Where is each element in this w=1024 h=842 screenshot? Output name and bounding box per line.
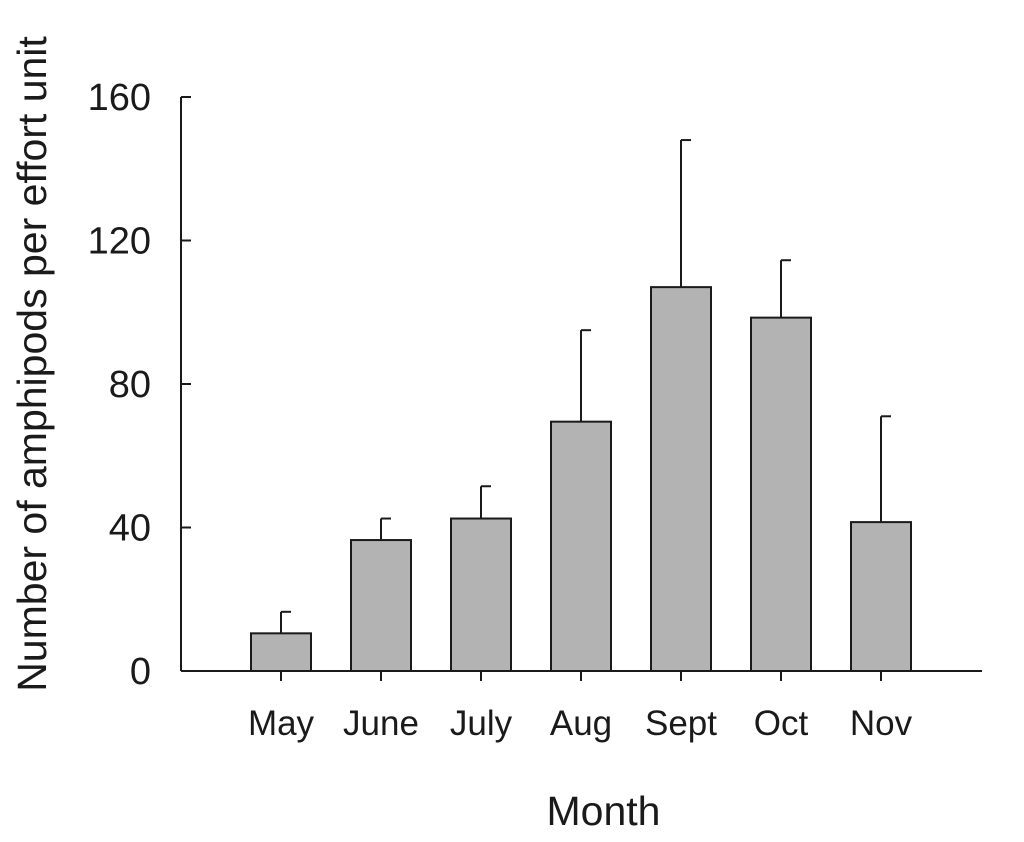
- bar-aug: [550, 420, 612, 673]
- y-tick-label: 40: [109, 508, 151, 550]
- x-tick-label-oct: Oct: [754, 704, 809, 743]
- bar-oct: [750, 316, 812, 672]
- x-axis-tick-labels: May June July Aug Sept Oct Nov: [248, 671, 913, 743]
- x-tick-label-may: May: [248, 704, 315, 743]
- y-tick-label: 80: [109, 364, 151, 406]
- y-tick-label: 120: [88, 221, 151, 263]
- bar-june: [350, 539, 412, 673]
- bar-nov: [850, 521, 912, 673]
- x-tick-label-sept: Sept: [645, 704, 717, 743]
- bar-july: [450, 517, 512, 672]
- y-tick-label: 0: [130, 651, 151, 693]
- y-tick-label: 160: [88, 77, 151, 119]
- bar-may: [250, 632, 312, 672]
- x-tick-label-nov: Nov: [850, 704, 913, 743]
- x-tick-label-june: June: [343, 704, 419, 743]
- y-axis-title: Number of amphipods per effort unit: [9, 36, 55, 692]
- x-tick-label-aug: Aug: [550, 704, 612, 743]
- bars: [250, 286, 912, 673]
- x-tick-label-july: July: [450, 704, 513, 743]
- y-axis-ticks: 0 40 80 120 160: [88, 77, 191, 693]
- bar-sept: [650, 286, 712, 672]
- x-axis-title: Month: [547, 788, 661, 834]
- error-bars: [280, 139, 891, 634]
